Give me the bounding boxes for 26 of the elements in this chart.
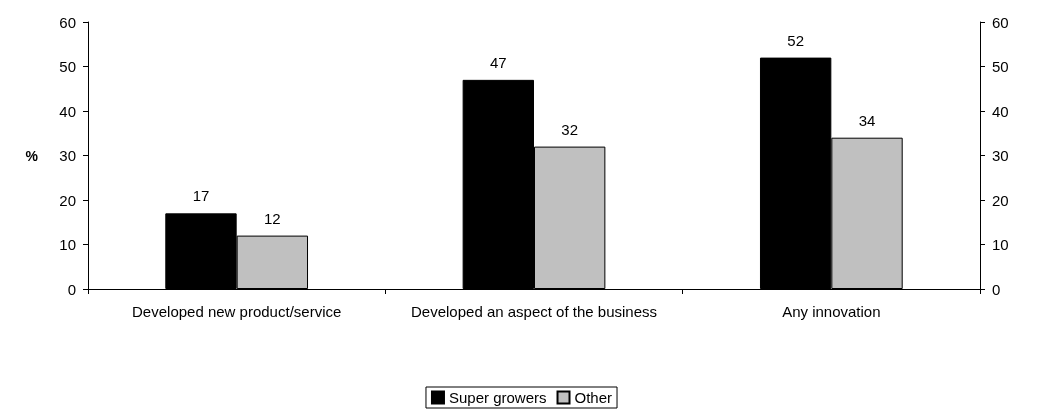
y-tick-label: 30 bbox=[59, 147, 76, 164]
y-tick-label: 50 bbox=[59, 58, 76, 75]
y2-tick-label: 0 bbox=[992, 280, 1001, 298]
legend-label: Super growers bbox=[448, 389, 547, 406]
y2-tick-label: 10 bbox=[992, 236, 1009, 253]
y2-tick-label: 20 bbox=[992, 191, 1009, 209]
y-tick-label: 40 bbox=[59, 102, 76, 120]
y2-tick-label: 60 bbox=[992, 13, 1009, 31]
y2-tick-label: 50 bbox=[992, 58, 1009, 75]
data-label: 32 bbox=[561, 120, 579, 138]
data-label: 12 bbox=[264, 209, 281, 227]
y-tick-label: 10 bbox=[59, 236, 76, 253]
data-label: 52 bbox=[787, 31, 804, 49]
y-tick-label: 60 bbox=[59, 13, 76, 31]
data-label: 17 bbox=[192, 187, 210, 205]
data-label: 34 bbox=[858, 111, 876, 129]
y-tick-label: 20 bbox=[59, 191, 76, 209]
y-tick-label: 0 bbox=[67, 280, 76, 298]
y2-tick-label: 30 bbox=[992, 147, 1009, 164]
x-tick-label: Developed new product/service bbox=[132, 302, 342, 320]
data-label: 47 bbox=[489, 53, 507, 71]
x-tick-label: Any innovation bbox=[782, 302, 881, 320]
y2-tick-label: 40 bbox=[992, 102, 1009, 120]
x-tick-label: Developed an aspect of the business bbox=[411, 302, 657, 320]
legend-label: Other bbox=[574, 389, 613, 406]
y-axis-title: % bbox=[25, 147, 39, 164]
